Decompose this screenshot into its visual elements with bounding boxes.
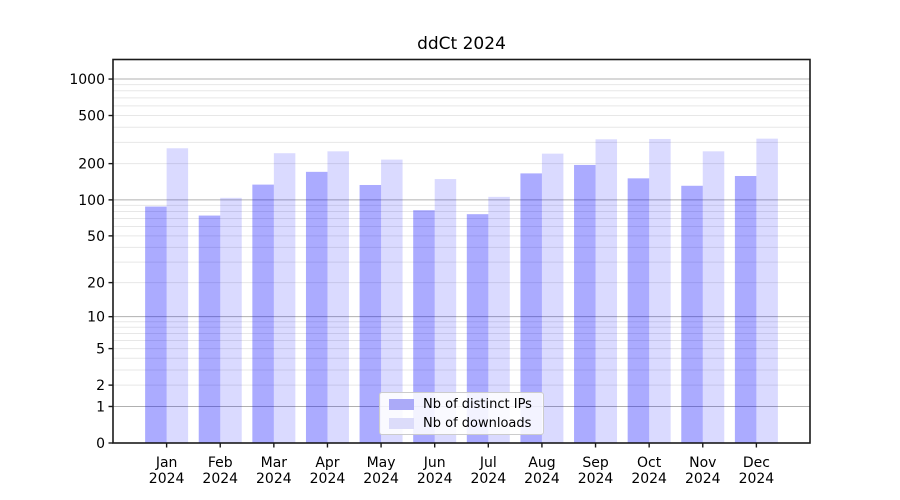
legend: Nb of distinct IPs Nb of downloads [379,392,544,435]
bar-distinct-ips [681,185,703,444]
y-tick-label: 20 [87,276,105,292]
y-tick-label: 5 [96,342,105,358]
bar-downloads [273,153,296,443]
bar-distinct-ips [305,171,328,443]
x-tick-label: Dec 2024 [739,455,775,487]
legend-label-distinct-ips: Nb of distinct IPs [423,396,532,412]
x-tick-label: Jul 2024 [470,455,506,487]
x-tick-label: Jun 2024 [417,455,453,487]
x-tick-label: Aug 2024 [524,455,560,487]
x-tick-label: Mar 2024 [256,455,292,487]
bar-distinct-ips [734,175,757,444]
bar-downloads [702,151,725,444]
y-tick-label: 1000 [69,72,105,88]
bar-distinct-ips [574,164,596,443]
bar-downloads [166,148,189,443]
bar-distinct-ips [359,184,382,444]
bar-distinct-ips [627,178,650,443]
legend-item-distinct-ips: Nb of distinct IPs [389,397,534,412]
y-tick-label: 50 [87,229,105,245]
legend-swatch-downloads [389,417,414,429]
y-tick-label: 500 [78,109,105,125]
bar-downloads [488,196,510,443]
bar-distinct-ips [520,173,542,443]
bar-distinct-ips [252,184,274,444]
y-tick-label: 1 [96,399,105,415]
x-tick-label: Sep 2024 [578,455,614,487]
y-tick-label: 10 [87,310,105,326]
bar-distinct-ips [413,210,435,443]
y-tick-label: 100 [78,193,105,209]
bar-distinct-ips [198,215,221,443]
bar-downloads [381,159,403,443]
bar-downloads [541,153,564,443]
x-tick-label: Oct 2024 [631,455,667,487]
y-tick-label: 2 [96,378,105,394]
y-tick-label: 0 [96,436,105,452]
x-tick-label: Nov 2024 [685,455,721,487]
x-tick-label: Apr 2024 [310,455,346,487]
axis-spines [112,58,811,444]
legend-swatch-distinct-ips [389,398,414,410]
legend-label-downloads: Nb of downloads [423,415,532,431]
bar-downloads [649,138,671,444]
bar-downloads [595,139,618,443]
x-tick-label: May 2024 [363,455,399,487]
bar-distinct-ips [466,214,489,443]
chart-title: ddCt 2024 [417,34,506,54]
bar-distinct-ips [145,206,167,443]
bar-downloads [327,151,349,444]
y-tick-label: 200 [78,157,105,173]
bar-downloads [220,197,242,443]
bar-downloads [756,138,778,443]
x-tick-label: Feb 2024 [202,455,238,487]
bar-downloads [434,179,457,444]
x-tick-label: Jan 2024 [149,455,185,487]
legend-item-downloads: Nb of downloads [389,416,534,431]
